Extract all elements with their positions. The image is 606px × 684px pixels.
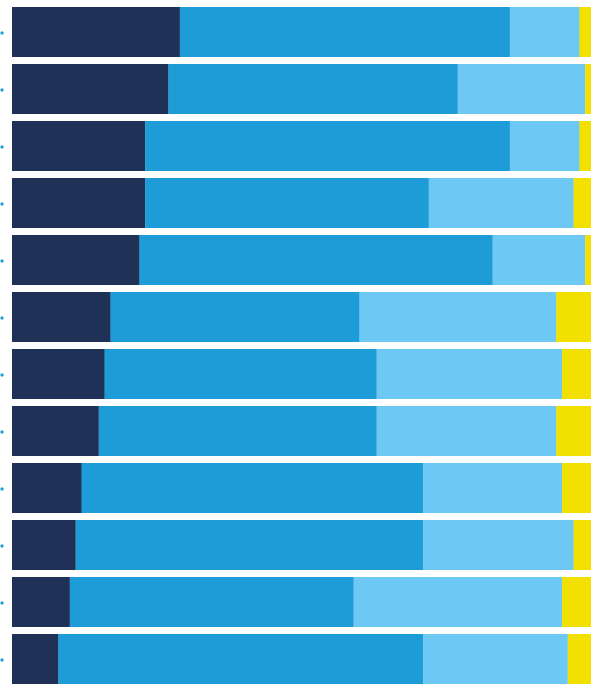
bar-segment <box>376 349 563 399</box>
bar-segment <box>579 7 591 57</box>
bar-segment <box>573 178 591 228</box>
bar-segment <box>139 235 493 285</box>
bar-segment <box>567 634 591 684</box>
bar-segment <box>110 292 360 342</box>
bar-segment <box>168 64 458 114</box>
bar-segment <box>12 292 111 342</box>
y-tick <box>0 202 4 206</box>
bar-segment <box>69 577 354 627</box>
bar-segment <box>12 406 99 456</box>
bar-segment <box>12 121 146 171</box>
bar-segment <box>12 178 146 228</box>
bar-segment <box>12 235 140 285</box>
bar-segment <box>12 634 59 684</box>
bar-segment <box>104 349 377 399</box>
bar-segment <box>579 121 591 171</box>
bar-segment <box>585 235 591 285</box>
bar-segment <box>12 520 76 570</box>
bar-segment <box>98 406 377 456</box>
y-tick <box>0 145 4 149</box>
bar-segment <box>376 406 557 456</box>
bar-segment <box>12 577 70 627</box>
bar-segment <box>58 634 424 684</box>
y-tick <box>0 373 4 377</box>
bar-segment <box>12 349 105 399</box>
y-tick <box>0 601 4 605</box>
bar-segment <box>145 178 429 228</box>
bar-segment <box>556 406 591 456</box>
y-tick <box>0 31 4 35</box>
bar-segment <box>75 520 424 570</box>
bar-segment <box>492 235 586 285</box>
y-tick <box>0 88 4 92</box>
y-tick <box>0 487 4 491</box>
bar-segment <box>12 463 82 513</box>
bar-segment <box>562 349 591 399</box>
bar-segment <box>359 292 557 342</box>
bar-segment <box>145 121 510 171</box>
bar-segment <box>562 463 591 513</box>
bar-segment <box>12 64 169 114</box>
bar-segment <box>12 7 180 57</box>
bar-segment <box>423 634 568 684</box>
bar-segment <box>428 178 574 228</box>
bar-segment <box>423 463 563 513</box>
y-tick <box>0 544 4 548</box>
y-tick <box>0 430 4 434</box>
y-tick <box>0 658 4 662</box>
bar-segment <box>562 577 591 627</box>
y-tick <box>0 259 4 263</box>
y-tick <box>0 316 4 320</box>
bar-segment <box>509 121 580 171</box>
bar-segment <box>81 463 424 513</box>
bar-segment <box>179 7 510 57</box>
bar-segment <box>556 292 591 342</box>
bar-segment <box>353 577 563 627</box>
bar-segment <box>573 520 591 570</box>
bar-segment <box>585 64 591 114</box>
bar-segment <box>457 64 586 114</box>
bar-segment <box>423 520 574 570</box>
bar-segment <box>509 7 580 57</box>
